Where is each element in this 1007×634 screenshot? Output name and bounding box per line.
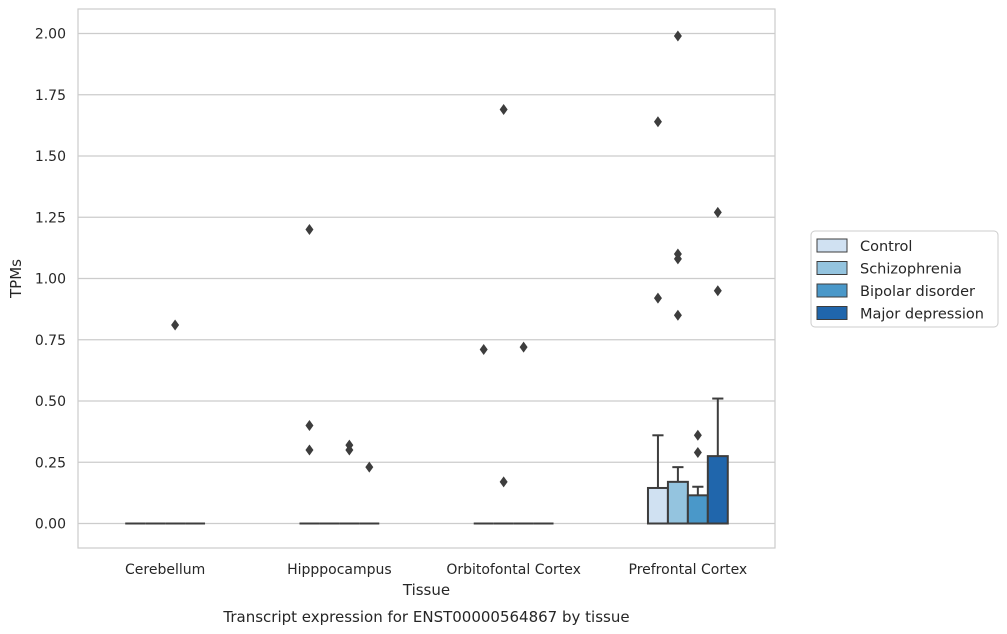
outlier-point xyxy=(499,476,508,488)
outlier-point xyxy=(365,461,374,473)
box xyxy=(666,480,689,525)
box xyxy=(686,494,709,525)
grid xyxy=(78,32,775,525)
legend-label: Major depression xyxy=(860,307,984,323)
outlier-point xyxy=(713,206,722,218)
legend-label: Bipolar disorder xyxy=(860,284,975,300)
legend-swatch xyxy=(816,238,848,253)
y-tick-label: 0.75 xyxy=(35,333,66,349)
outlier-point xyxy=(693,429,702,441)
outliers xyxy=(171,30,722,488)
outlier-point xyxy=(693,446,702,458)
outlier-point xyxy=(713,285,722,297)
box xyxy=(706,455,729,525)
outlier-point xyxy=(305,444,314,456)
outlier-point xyxy=(673,309,682,321)
x-tick-labels: Cerebellum Hipppocampus Orbitofontal Corte… xyxy=(125,562,747,578)
x-tick-label: Hipppocampus xyxy=(287,562,392,578)
legend-swatch xyxy=(816,306,848,320)
outlier-point xyxy=(305,224,314,235)
y-tick-label: 1.75 xyxy=(35,88,66,104)
y-tick-label: 1.25 xyxy=(35,210,66,226)
outlier-point xyxy=(653,116,662,128)
plot-frame xyxy=(77,8,776,549)
outlier-point xyxy=(479,344,488,356)
outlier-point xyxy=(519,341,528,353)
legend-frame xyxy=(810,230,999,328)
legend-label: Control xyxy=(860,239,912,255)
x-tick-label: Prefrontal Cortex xyxy=(629,562,748,578)
outlier-point xyxy=(171,319,180,331)
box xyxy=(646,486,669,525)
y-tick-label: 0.00 xyxy=(35,517,66,533)
y-axis-title: TPMs xyxy=(7,259,25,299)
outlier-point xyxy=(499,103,508,115)
legend-label: Schizophrenia xyxy=(860,262,962,278)
y-tick-label: 0.50 xyxy=(35,394,66,410)
legend: Control Schizophrenia Bipolar disorder Majo… xyxy=(810,230,999,328)
chart-caption: Transcript expression for ENST0000056486… xyxy=(222,608,629,626)
y-tick-label: 0.25 xyxy=(35,455,66,471)
x-tick-label: Orbitofontal Cortex xyxy=(446,562,581,578)
y-tick-labels: 0.00 0.25 0.50 0.75 1.00 1.25 1.50 1.75 2.00 xyxy=(35,27,66,533)
x-axis-title: Tissue xyxy=(402,581,450,599)
x-tick-label: Cerebellum xyxy=(125,562,205,578)
y-tick-label: 1.50 xyxy=(35,149,66,165)
legend-swatch xyxy=(816,261,848,275)
outlier-point xyxy=(653,292,662,304)
outlier-point xyxy=(305,420,314,431)
y-tick-label: 2.00 xyxy=(35,27,66,43)
outlier-point xyxy=(673,30,682,42)
boxes xyxy=(125,397,729,525)
outlier-point xyxy=(345,444,354,456)
legend-swatch xyxy=(816,283,848,298)
y-tick-label: 1.00 xyxy=(35,272,66,288)
outlier-point xyxy=(673,248,682,260)
